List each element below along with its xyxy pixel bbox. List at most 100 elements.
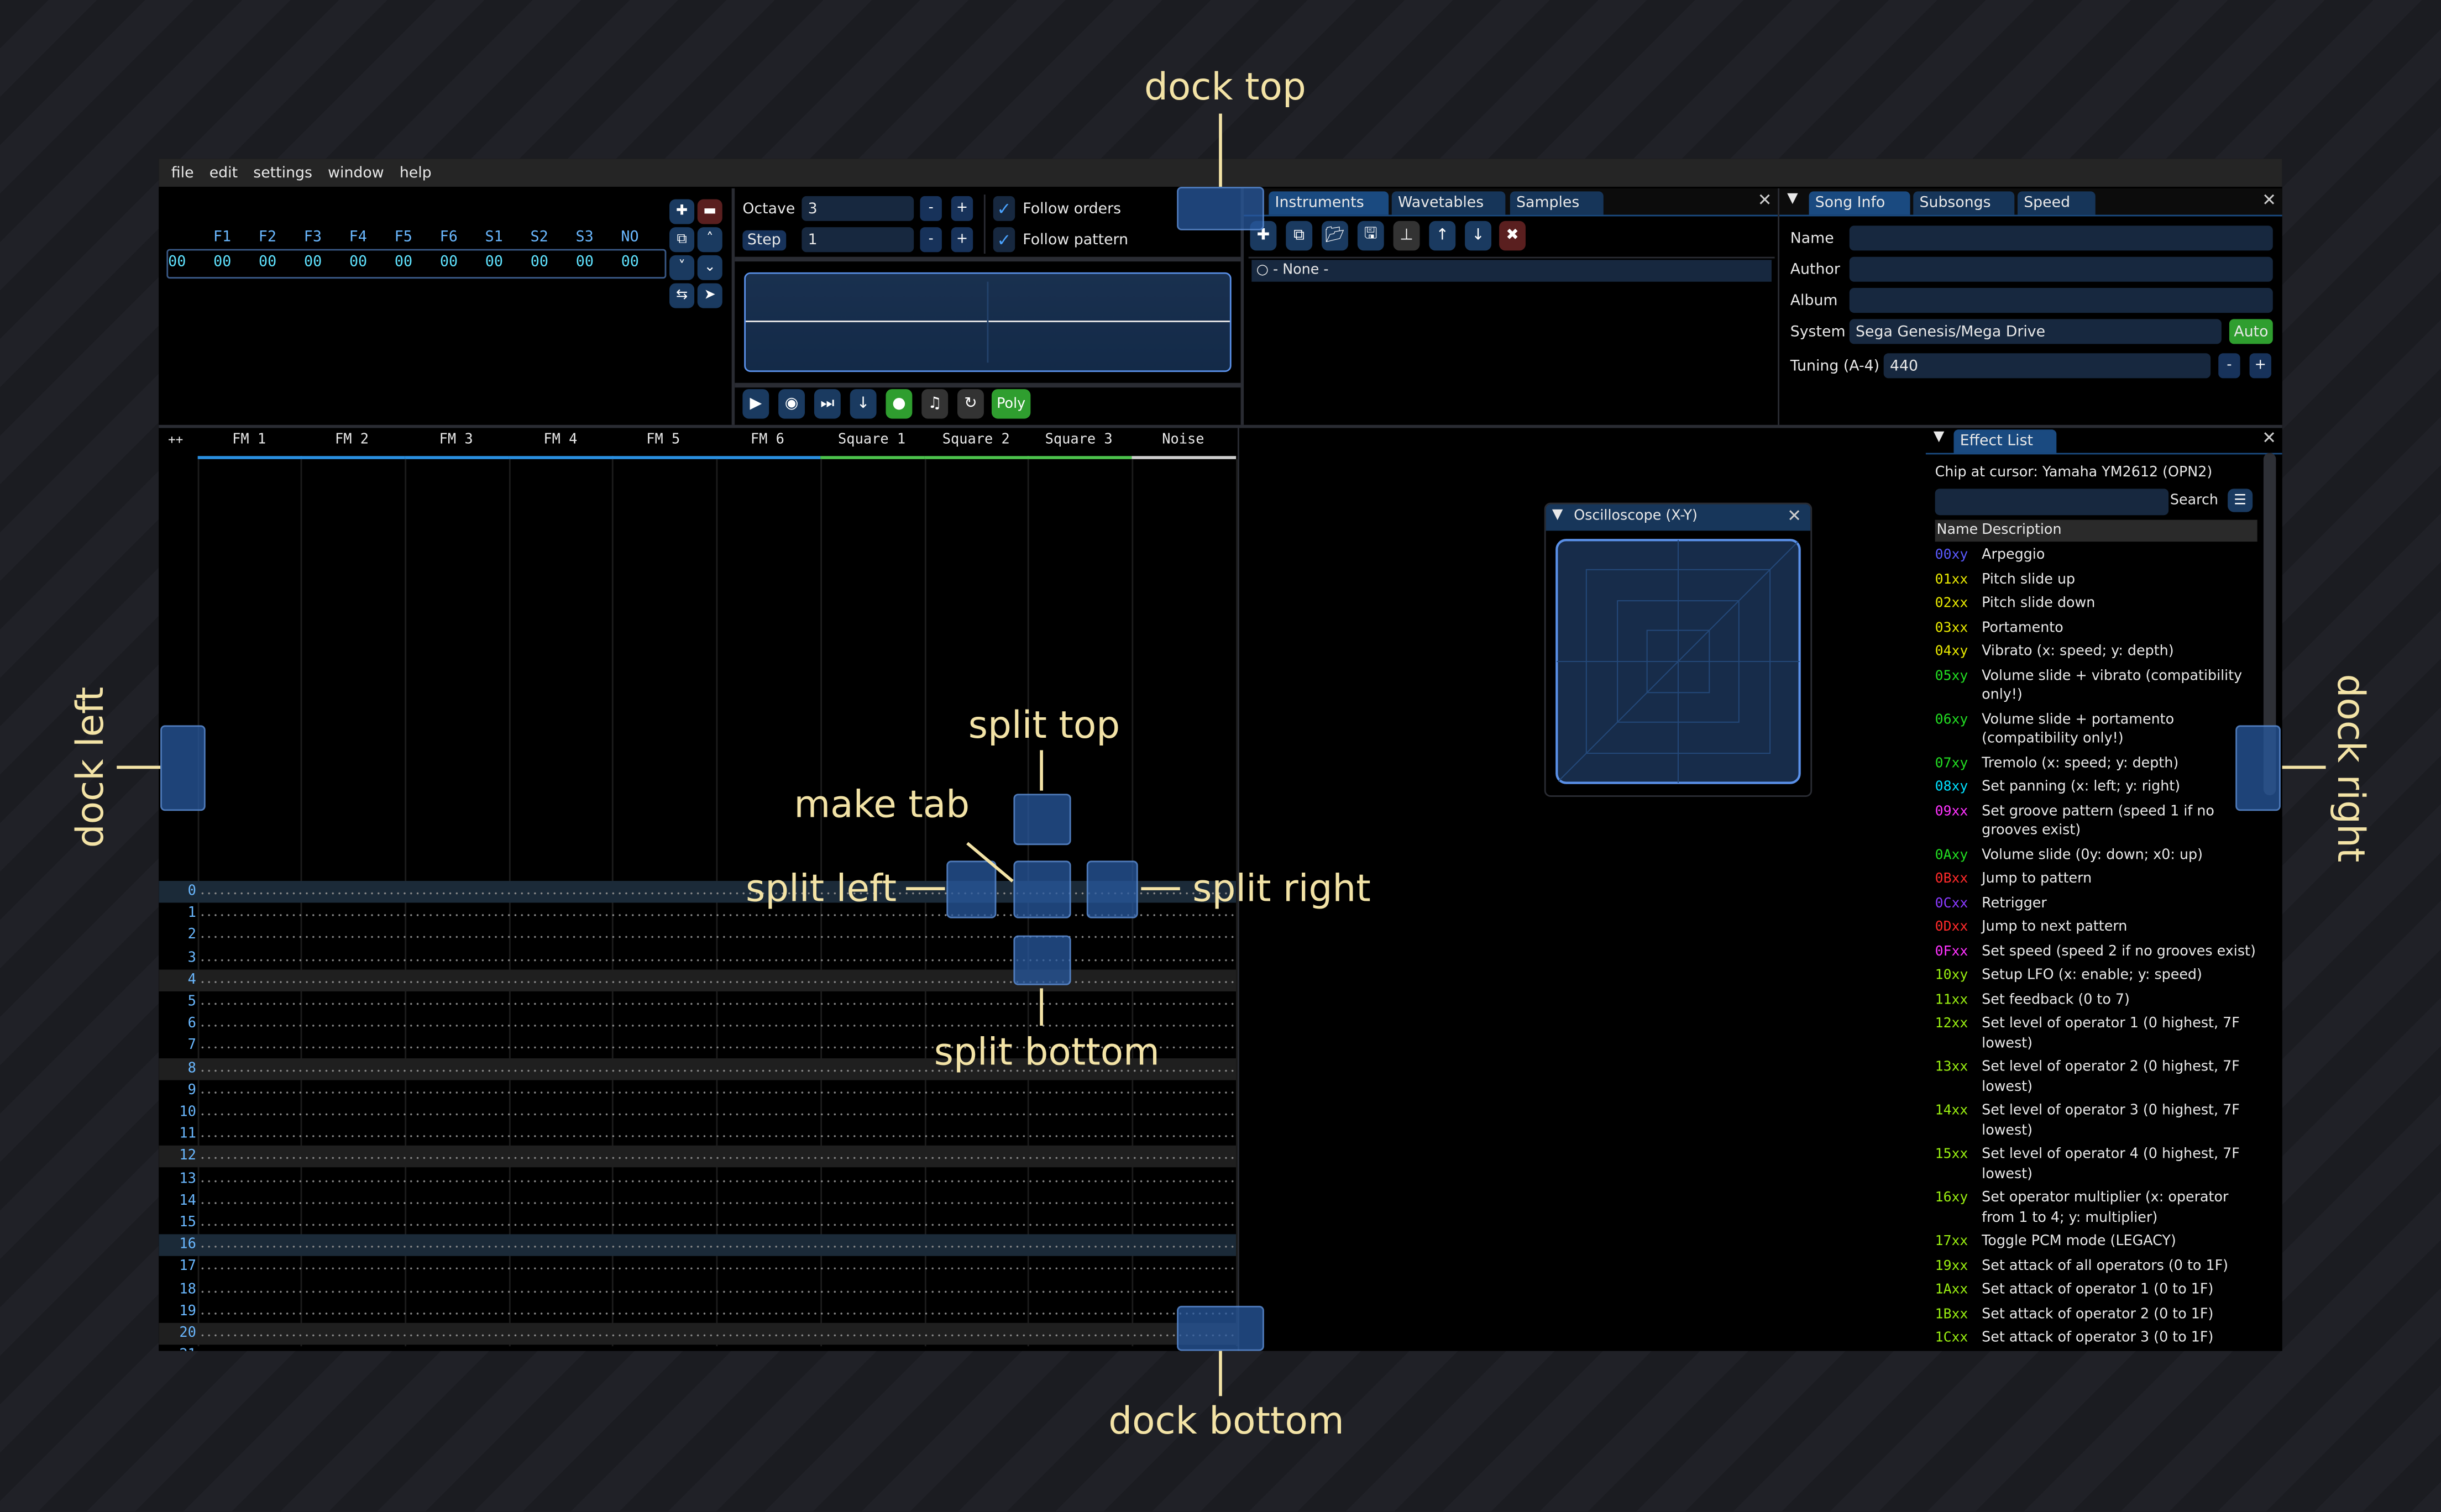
tab-samples[interactable]: Samples [1510, 191, 1604, 215]
menu-edit[interactable]: edit [209, 164, 238, 182]
record-button[interactable]: ● [886, 389, 913, 419]
step-button[interactable]: Step [742, 230, 786, 251]
menu-file[interactable]: file [171, 164, 194, 182]
pattern-row[interactable]: 20 [159, 1322, 1237, 1345]
follow-orders-checkbox[interactable]: ✓ [993, 196, 1015, 221]
remove-order-button[interactable]: ▬ [697, 199, 722, 224]
pattern-row[interactable]: 7 [159, 1036, 1237, 1057]
order-cell[interactable]: 00 [485, 254, 504, 271]
channel-header[interactable]: FM 1 [232, 432, 266, 449]
collapse-icon[interactable]: ▼ [1787, 191, 1798, 207]
channel-header[interactable]: FM 6 [750, 432, 784, 449]
order-cell[interactable]: 00 [168, 254, 186, 271]
pattern-options-button[interactable]: ++ [168, 432, 184, 447]
scrollbar-thumb[interactable] [2263, 453, 2276, 796]
change-order-icon[interactable]: ⇆ [669, 283, 695, 308]
pattern-row[interactable]: 14 [159, 1190, 1237, 1212]
menu-help[interactable]: help [399, 164, 432, 182]
pattern-row[interactable]: 19 [159, 1301, 1237, 1322]
close-icon[interactable]: ✕ [2262, 428, 2277, 449]
hierarchy-icon[interactable]: ⊥ [1393, 221, 1420, 251]
tab-speed[interactable]: Speed [2017, 191, 2096, 215]
pattern-row[interactable]: 4 [159, 969, 1237, 991]
duplicate-order-icon[interactable]: ⧉ [669, 227, 695, 253]
pattern-row[interactable]: 0 [159, 881, 1237, 903]
step-one-row-button[interactable]: ↓ [850, 389, 877, 419]
pattern-row[interactable]: 16 [159, 1234, 1237, 1257]
poly-button[interactable]: Poly [991, 389, 1031, 419]
order-cell[interactable]: 00 [575, 254, 594, 271]
channel-header[interactable]: Square 1 [838, 432, 906, 449]
tab-subsongs[interactable]: Subsongs [1913, 191, 2015, 215]
channel-header[interactable]: Square 3 [1045, 432, 1113, 449]
order-cell[interactable]: 00 [394, 254, 413, 271]
octave-input[interactable]: 3 [802, 196, 914, 221]
tuning-input[interactable]: 440 [1883, 353, 2211, 379]
tab-song-info[interactable]: Song Info [1809, 191, 1910, 215]
pattern-row[interactable]: 1 [159, 903, 1237, 925]
name-input[interactable] [1849, 225, 2273, 251]
pattern-row[interactable]: 15 [159, 1212, 1237, 1234]
tab-wavetables[interactable]: Wavetables [1391, 191, 1506, 215]
instrument-list-item[interactable]: ○ - None - [1251, 260, 1772, 282]
pattern-row[interactable]: 12 [159, 1146, 1237, 1168]
move-order-down-icon[interactable]: ˅ [669, 255, 695, 280]
tab-instruments[interactable]: Instruments [1269, 191, 1389, 215]
search-input[interactable] [1935, 489, 2169, 516]
close-icon[interactable]: ✕ [1757, 190, 1772, 211]
collapse-icon[interactable]: ▼ [1933, 429, 1945, 445]
pattern-row[interactable]: 10 [159, 1102, 1237, 1124]
order-cell[interactable]: 00 [349, 254, 368, 271]
tuning-increase-button[interactable]: + [2249, 353, 2271, 379]
cursor-mode-icon[interactable]: ➤ [697, 283, 722, 308]
menu-settings[interactable]: settings [253, 164, 312, 182]
order-cell[interactable]: 00 [621, 254, 639, 271]
pattern-row[interactable]: 2 [159, 925, 1237, 947]
pattern-row[interactable]: 3 [159, 947, 1237, 969]
channel-header[interactable]: FM 5 [646, 432, 680, 449]
collapse-icon[interactable]: ▼ [1552, 507, 1563, 523]
channel-header[interactable]: FM 2 [334, 432, 369, 449]
pattern-row[interactable]: 5 [159, 991, 1237, 1013]
move-down-icon[interactable]: ↓ [1465, 221, 1492, 251]
delete-icon[interactable]: ✖ [1499, 221, 1526, 251]
save-icon[interactable]: 🖫 [1357, 221, 1384, 251]
order-cell[interactable]: 00 [213, 254, 232, 271]
play-pattern-button[interactable]: ◉ [778, 389, 805, 419]
pattern-row[interactable]: 8 [159, 1057, 1237, 1080]
duplicate-instrument-icon[interactable]: ⧉ [1286, 221, 1313, 251]
album-input[interactable] [1849, 288, 2273, 313]
filter-menu-icon[interactable]: ☰ [2228, 489, 2253, 512]
channel-header[interactable]: Square 2 [942, 432, 1010, 449]
open-folder-icon[interactable]: 📂︎ [1322, 221, 1348, 251]
author-input[interactable] [1849, 256, 2273, 282]
move-order-up-icon[interactable]: ˄ [697, 227, 722, 253]
pattern-row[interactable]: 17 [159, 1257, 1237, 1278]
add-order-button[interactable]: ✚ [669, 199, 695, 224]
auto-button[interactable]: Auto [2229, 319, 2273, 344]
pattern-row[interactable]: 6 [159, 1014, 1237, 1035]
order-cell[interactable]: 00 [259, 254, 277, 271]
order-cell[interactable]: 00 [439, 254, 458, 271]
tuning-decrease-button[interactable]: - [2218, 353, 2240, 379]
order-cell[interactable]: 00 [304, 254, 322, 271]
repeat-pattern-button[interactable]: ↻ [957, 389, 984, 419]
menu-window[interactable]: window [328, 164, 384, 182]
order-scroll-down-icon[interactable]: ⌄ [697, 255, 722, 280]
channel-header[interactable]: FM 3 [439, 432, 473, 449]
step-increase-button[interactable]: + [951, 227, 973, 253]
step-decrease-button[interactable]: - [920, 227, 942, 253]
pattern-row[interactable]: 13 [159, 1168, 1237, 1190]
order-cell[interactable]: 00 [530, 254, 549, 271]
move-up-icon[interactable]: ↑ [1429, 221, 1456, 251]
close-icon[interactable]: ✕ [1787, 506, 1802, 526]
system-input[interactable]: Sega Genesis/Mega Drive [1849, 319, 2222, 344]
metronome-button[interactable]: ♫ [921, 389, 949, 419]
follow-pattern-checkbox[interactable]: ✓ [993, 227, 1015, 253]
play-button[interactable]: ▶ [742, 389, 769, 419]
close-icon[interactable]: ✕ [2262, 190, 2277, 211]
tab-effect-list[interactable]: Effect List [1953, 429, 2057, 453]
channel-header[interactable]: Noise [1162, 432, 1204, 449]
step-input[interactable]: 1 [802, 227, 914, 253]
pattern-row[interactable]: 18 [159, 1279, 1237, 1300]
